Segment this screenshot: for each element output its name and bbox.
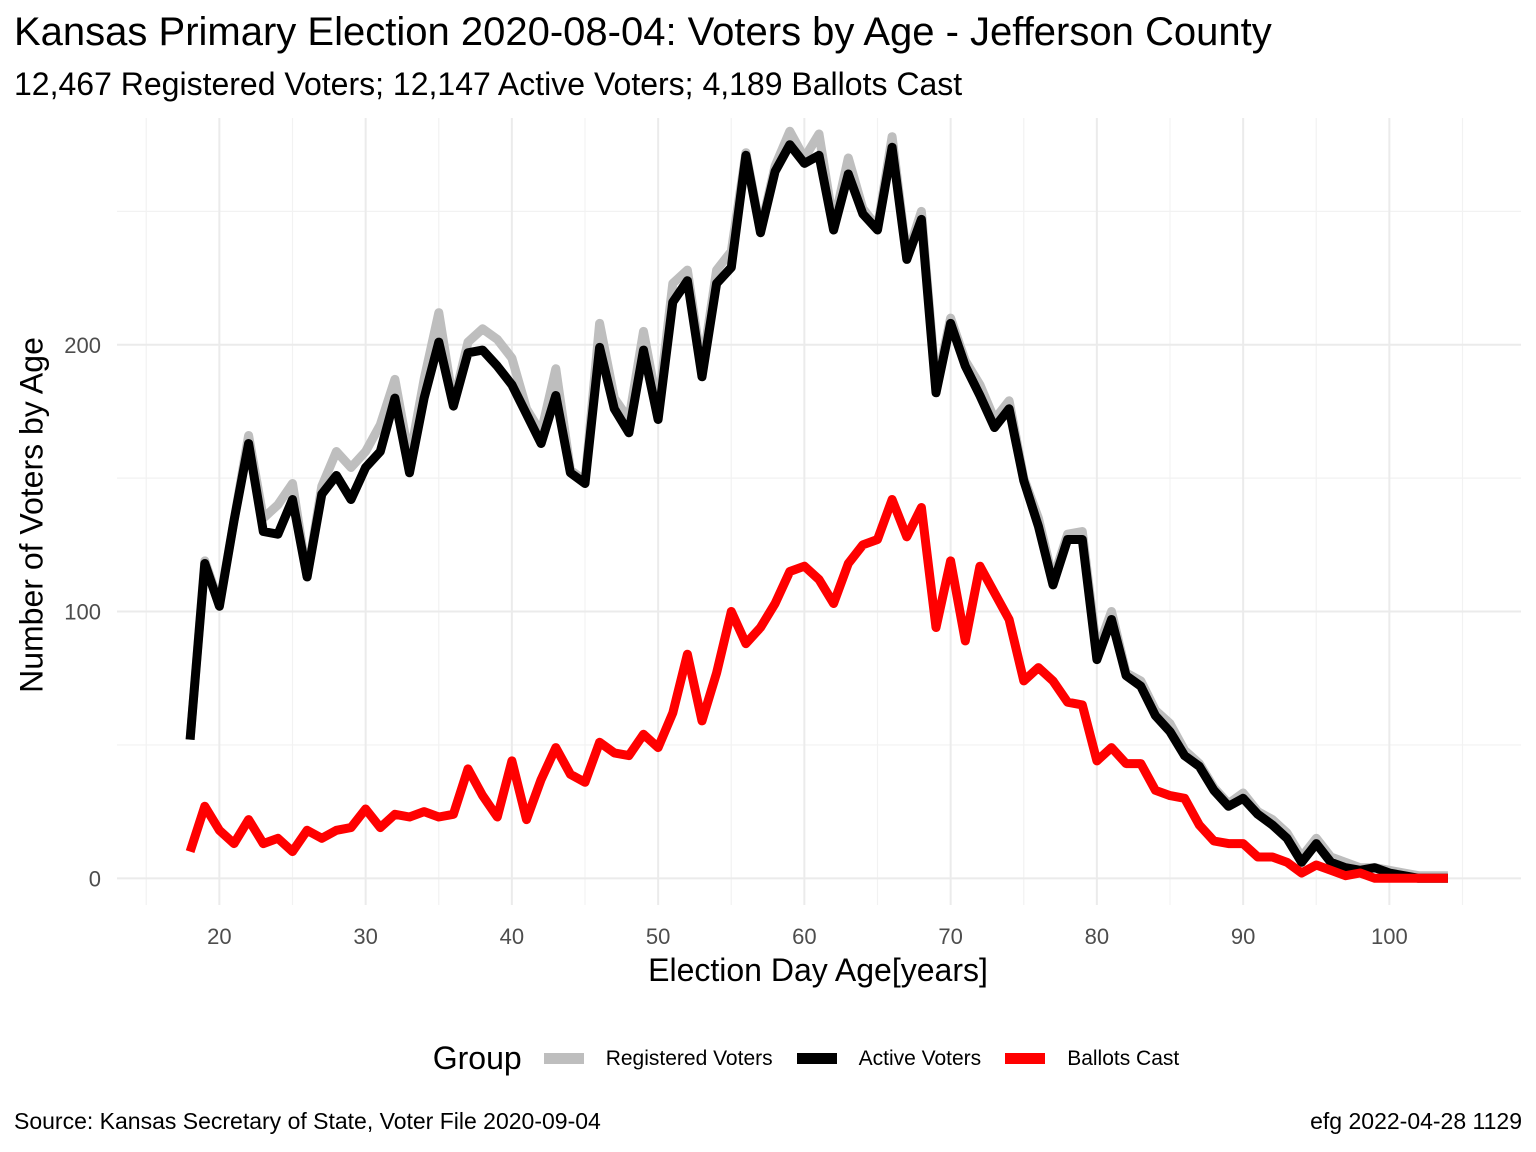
chart-subtitle: 12,467 Registered Voters; 12,147 Active …: [14, 66, 963, 102]
series-line-registered-voters: [185, 126, 1448, 881]
y-axis-label-wrap: Number of Voters by Age: [10, 300, 54, 730]
grid-minor: [117, 118, 1521, 905]
legend-item-ballots: Ballots Cast: [1005, 1047, 1179, 1071]
x-axis-label: Election Day Age[years]: [648, 952, 988, 988]
legend-swatch-active: [796, 1053, 837, 1064]
series-line-active-voters: [185, 140, 1448, 883]
y-tick-label: 100: [64, 600, 101, 625]
grid-major: [117, 118, 1521, 905]
x-tick-label: 70: [938, 924, 962, 949]
legend-swatch-ballots: [1005, 1053, 1046, 1064]
legend-item-registered: Registered Voters: [543, 1046, 773, 1071]
y-tick-label: 200: [64, 333, 101, 358]
x-tick-label: 40: [500, 924, 524, 949]
x-tick-labels: 20 30 40 50 60 70 80 90 100: [207, 924, 1408, 949]
author-stamp: efg 2022-04-28 1129: [1310, 1108, 1522, 1134]
x-tick-label: 100: [1371, 924, 1408, 949]
x-tick-label: 20: [207, 924, 231, 949]
y-tick-labels: 0 100 200: [64, 333, 101, 892]
legend-title: Group: [432, 1040, 522, 1076]
legend: Group Registered Voters Active Voters Ba…: [0, 1040, 1536, 1077]
x-tick-label: 60: [792, 924, 816, 949]
legend-item-active: Active Voters: [796, 1046, 982, 1071]
x-tick-label: 30: [353, 924, 377, 949]
series-lines: [185, 126, 1448, 883]
source-note: Source: Kansas Secretary of State, Voter…: [14, 1108, 601, 1134]
legend-label-ballots: Ballots Cast: [1067, 1046, 1180, 1070]
y-tick-label: 0: [89, 866, 101, 891]
x-tick-label: 50: [646, 924, 670, 949]
x-tick-label: 90: [1231, 924, 1255, 949]
legend-swatch-registered: [543, 1053, 584, 1064]
legend-label-active: Active Voters: [858, 1046, 982, 1070]
legend-label-registered: Registered Voters: [605, 1046, 773, 1070]
series-line-ballots-cast: [185, 495, 1448, 883]
y-axis-label: Number of Voters by Age: [13, 337, 50, 693]
chart-title: Kansas Primary Election 2020-08-04: Vote…: [14, 10, 1272, 54]
x-tick-label: 80: [1085, 924, 1109, 949]
